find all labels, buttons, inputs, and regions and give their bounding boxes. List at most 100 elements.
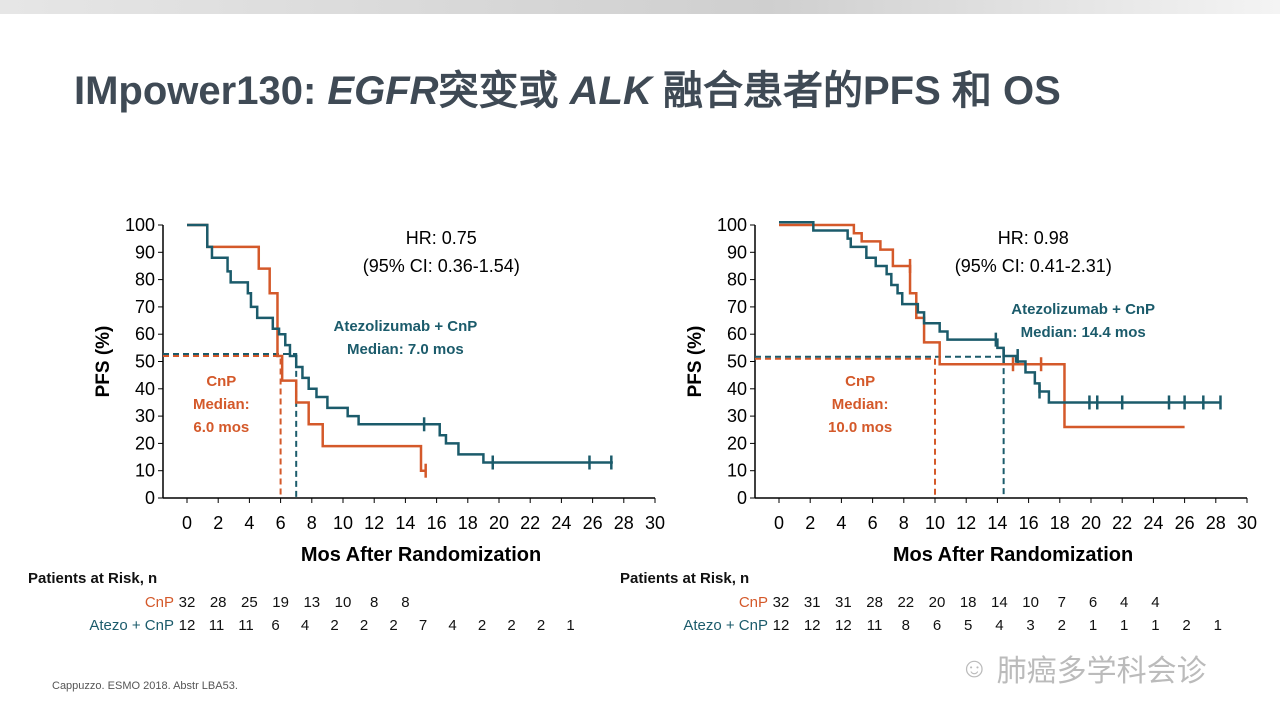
- y-tick-label: 50: [727, 352, 747, 372]
- risk-value-cnp: 22: [897, 594, 915, 611]
- x-tick-label: 6: [276, 513, 286, 533]
- citation: Cappuzzo. ESMO 2018. Abstr LBA53.: [52, 680, 238, 692]
- risk-value-cnp: 32: [772, 594, 790, 611]
- atezo-median-line: [755, 355, 1005, 498]
- risk-value-cnp: 31: [835, 594, 852, 611]
- y-tick-label: 20: [727, 433, 747, 453]
- x-tick-label: 30: [645, 513, 665, 533]
- atezo-median-line: [163, 353, 298, 498]
- title-alk: ALK: [569, 69, 652, 113]
- risk-value-cnp: 28: [209, 594, 227, 611]
- watermark-text: 肺癌多学科会诊: [996, 655, 1207, 688]
- y-tick-label: 20: [135, 433, 155, 453]
- y-tick-label: 80: [135, 270, 155, 290]
- title-mid: 突变或: [438, 69, 570, 113]
- risk-value-cnp: 8: [401, 594, 410, 611]
- x-tick-label: 28: [1206, 513, 1226, 533]
- atezo-curve: [187, 223, 613, 464]
- x-tick-label: 18: [1050, 513, 1070, 533]
- title-prefix: IMpower130:: [74, 69, 328, 113]
- y-tick-label: 100: [125, 215, 155, 235]
- risk-value-atezo: 2: [1182, 617, 1191, 634]
- risk-value-cnp: 8: [370, 594, 379, 611]
- risk-value-atezo: 1: [1151, 617, 1160, 634]
- risk-value-atezo: 12: [178, 617, 196, 634]
- y-tick-label: 30: [727, 406, 747, 426]
- risk-value-atezo: 6: [932, 617, 942, 634]
- risk-value-atezo: 2: [1057, 617, 1066, 634]
- atezo-label: Atezolizumab + CnP: [334, 318, 478, 335]
- cnp-median-label: Median:: [193, 396, 250, 413]
- watermark: ☺ 肺癌多学科会诊: [960, 646, 1207, 690]
- y-tick-label: 90: [135, 242, 155, 262]
- cnp-label: CnP: [845, 373, 875, 390]
- risk-value-atezo: 1: [566, 617, 575, 634]
- risk-label-atezo: Atezo + CnP: [89, 617, 174, 634]
- risk-value-cnp: 20: [928, 594, 946, 611]
- risk-value-atezo: 6: [271, 617, 280, 634]
- x-tick-label: 28: [614, 513, 634, 533]
- risk-value-cnp: 19: [272, 594, 289, 611]
- x-tick-label: 22: [520, 513, 540, 533]
- x-tick-label: 22: [1112, 513, 1132, 533]
- x-tick-label: 8: [307, 513, 317, 533]
- x-tick-label: 20: [1081, 513, 1101, 533]
- x-tick-label: 2: [213, 513, 223, 533]
- y-axis-title: PFS (%): [93, 326, 114, 398]
- x-tick-label: 0: [774, 513, 784, 533]
- y-tick-label: 10: [727, 461, 747, 481]
- y-tick-label: 0: [737, 488, 747, 508]
- confidence-interval: (95% CI: 0.36-1.54): [363, 256, 520, 276]
- x-tick-label: 4: [836, 513, 846, 533]
- x-tick-label: 26: [583, 513, 603, 533]
- risk-label-atezo: Atezo + CnP: [683, 617, 768, 634]
- y-tick-label: 90: [727, 242, 747, 262]
- risk-value-atezo: 12: [835, 617, 852, 634]
- risk-value-atezo: 12: [772, 617, 790, 634]
- slide-title: IMpower130: EGFR突变或 ALK 融合患者的PFS 和 OS: [74, 58, 1061, 116]
- x-tick-label: 12: [364, 513, 384, 533]
- x-tick-label: 14: [395, 513, 415, 533]
- cnp-median-value: 10.0 mos: [828, 419, 892, 436]
- x-axis-title: Mos After Randomization: [893, 544, 1133, 566]
- risk-value-atezo: 1: [1088, 617, 1098, 634]
- risk-value-cnp: 7: [1057, 594, 1066, 611]
- y-tick-label: 70: [135, 297, 155, 317]
- y-tick-label: 30: [135, 406, 155, 426]
- x-tick-label: 24: [1143, 513, 1163, 533]
- risk-value-atezo: 2: [330, 617, 339, 634]
- x-tick-label: 6: [868, 513, 878, 533]
- risk-value-cnp: 18: [959, 594, 977, 611]
- risk-value-atezo: 4: [995, 617, 1004, 634]
- y-tick-label: 70: [727, 297, 747, 317]
- x-tick-label: 18: [458, 513, 478, 533]
- risk-header: Patients at Risk, n: [28, 570, 158, 587]
- risk-value-atezo: 2: [359, 617, 369, 634]
- atezo-label: Atezolizumab + CnP: [1011, 301, 1155, 318]
- cnp-curve: [187, 223, 426, 472]
- cnp-median-value: 6.0 mos: [193, 419, 249, 436]
- risk-value-atezo: 1: [1213, 617, 1222, 634]
- x-tick-label: 16: [1019, 513, 1039, 533]
- cnp-curve: [779, 223, 1185, 429]
- risk-value-cnp: 4: [1151, 594, 1160, 611]
- y-tick-label: 50: [135, 352, 155, 372]
- risk-value-atezo: 1: [1120, 617, 1129, 634]
- cnp-median-label: Median:: [832, 396, 889, 413]
- y-tick-label: 60: [727, 324, 747, 344]
- risk-value-atezo: 3: [1026, 617, 1035, 634]
- risk-value-atezo: 2: [536, 617, 546, 634]
- x-tick-label: 12: [956, 513, 976, 533]
- y-tick-label: 60: [135, 324, 155, 344]
- x-tick-label: 4: [244, 513, 254, 533]
- atezo-curve: [779, 221, 1221, 404]
- risk-value-atezo: 11: [208, 617, 225, 634]
- risk-value-atezo: 4: [300, 617, 310, 634]
- risk-value-cnp: 4: [1120, 594, 1129, 611]
- x-tick-label: 8: [899, 513, 909, 533]
- y-tick-label: 80: [727, 270, 747, 290]
- risk-value-cnp: 32: [178, 594, 196, 611]
- risk-value-cnp: 14: [991, 594, 1008, 611]
- risk-value-atezo: 2: [389, 617, 398, 634]
